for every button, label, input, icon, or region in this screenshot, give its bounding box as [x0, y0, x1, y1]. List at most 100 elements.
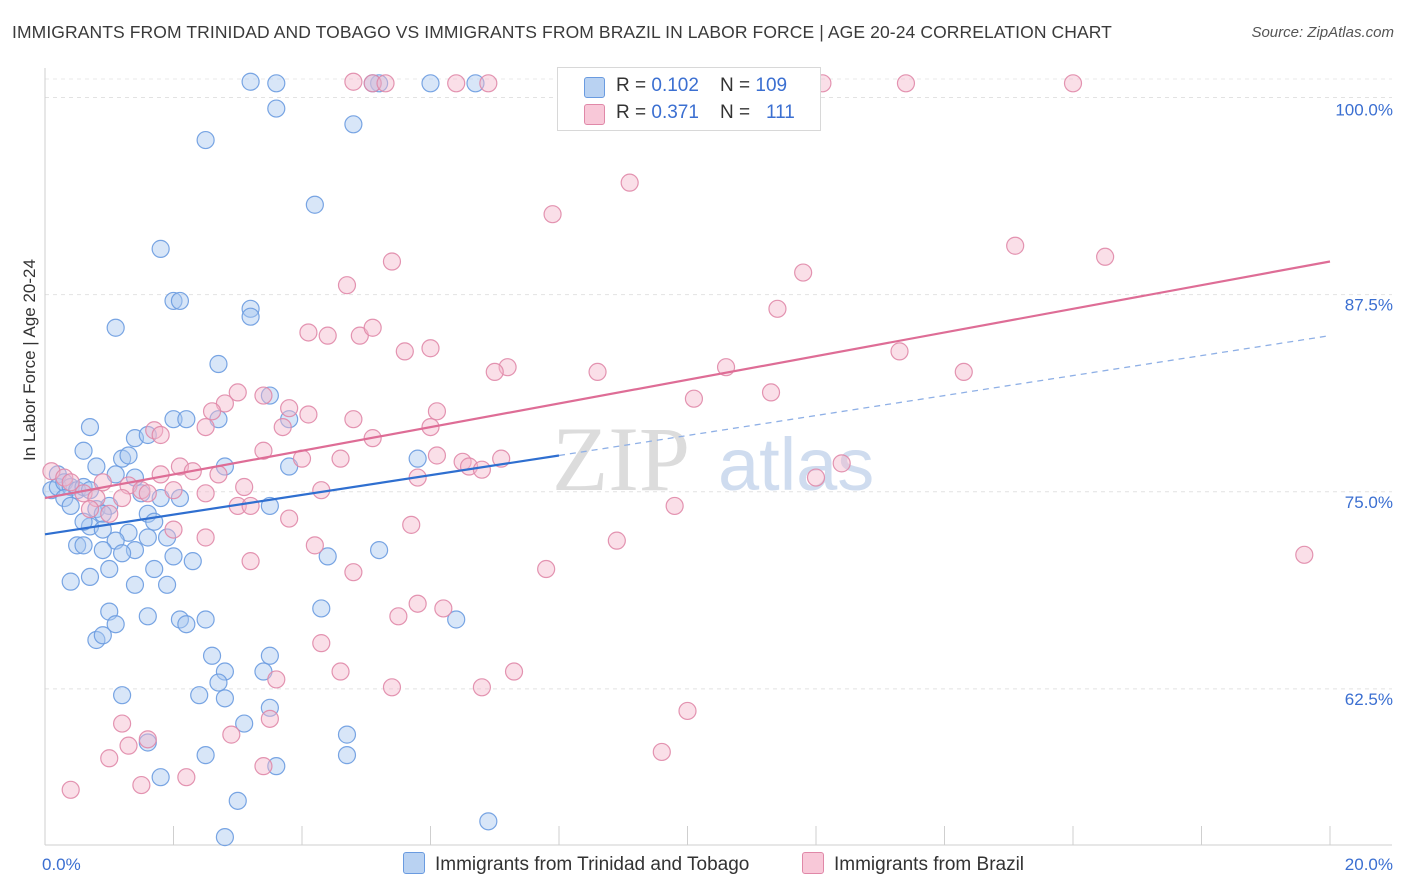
point-trinidad: [260, 646, 279, 665]
point-brazil: [344, 563, 363, 582]
point-trinidad: [215, 828, 234, 847]
point-brazil: [537, 559, 556, 579]
point-brazil: [427, 446, 447, 465]
point-brazil: [273, 417, 292, 437]
point-brazil: [299, 323, 318, 342]
point-trinidad: [61, 496, 80, 516]
point-brazil: [177, 768, 196, 787]
point-brazil: [119, 736, 138, 755]
point-brazil: [408, 594, 427, 613]
point-brazil: [363, 318, 382, 337]
watermark-zip: ZIP: [552, 408, 690, 510]
point-brazil: [112, 488, 132, 508]
point-brazil: [652, 742, 671, 762]
point-brazil: [132, 775, 151, 795]
point-brazil: [61, 473, 80, 492]
point-trinidad: [267, 757, 286, 776]
bottom-legend-brazil: Immigrants from Brazil: [802, 852, 1024, 876]
point-brazil: [447, 74, 466, 93]
point-trinidad: [164, 410, 183, 429]
point-brazil: [588, 362, 607, 381]
point-brazil: [665, 496, 684, 516]
point-trinidad: [80, 417, 100, 437]
bottom-legend-label-trinidad: Immigrants from Trinidad and Tobago: [435, 854, 750, 875]
point-brazil: [376, 74, 395, 93]
point-brazil: [254, 386, 273, 405]
point-brazil: [61, 780, 80, 799]
point-brazil: [312, 634, 331, 653]
point-brazil: [363, 74, 382, 93]
point-trinidad: [87, 457, 106, 476]
point-brazil: [235, 477, 254, 497]
legend-r-label: R =: [616, 75, 652, 96]
point-brazil: [382, 678, 402, 697]
point-brazil: [479, 74, 498, 93]
point-brazil: [761, 383, 781, 402]
point-brazil: [138, 730, 157, 749]
point-brazil: [678, 701, 697, 721]
point-trinidad: [177, 615, 196, 634]
legend-row-brazil: R = 0.371 N = 111: [616, 102, 795, 124]
point-trinidad: [241, 299, 260, 318]
legend-swatch-trinidad: [584, 77, 605, 98]
point-trinidad: [80, 567, 100, 587]
y-axis-label: In Labor Force | Age 20-24: [20, 259, 39, 461]
point-brazil: [202, 402, 222, 421]
point-brazil: [280, 399, 299, 418]
point-brazil: [832, 454, 851, 473]
point-brazil: [241, 552, 260, 571]
legend-r-label: R =: [616, 102, 652, 123]
point-trinidad: [170, 291, 190, 311]
point-trinidad: [112, 544, 132, 563]
point-brazil: [344, 410, 363, 429]
point-brazil: [954, 362, 973, 381]
bottom-legend-trinidad: Immigrants from Trinidad and Tobago: [403, 852, 749, 876]
legend-n-value: 109: [755, 75, 788, 96]
point-brazil: [331, 449, 350, 468]
point-trinidad: [241, 307, 260, 326]
point-brazil: [1295, 545, 1314, 564]
point-brazil: [299, 405, 318, 424]
legend-swatch-brazil: [584, 104, 605, 125]
point-brazil: [209, 465, 228, 484]
point-brazil: [395, 342, 414, 361]
tick-labels: 100.0% 87.5% 75.0% 62.5% 0.0% 20.0%: [42, 101, 1393, 874]
point-brazil: [260, 709, 279, 728]
bottom-legend-swatch-brazil: [802, 852, 824, 874]
point-trinidad: [61, 572, 80, 591]
point-trinidad: [151, 768, 170, 787]
trend-line-trinidad-extension: [558, 334, 1331, 457]
point-trinidad: [100, 559, 119, 579]
point-trinidad: [190, 686, 209, 705]
point-trinidad: [145, 559, 164, 579]
point-trinidad: [337, 746, 357, 765]
point-trinidad: [318, 547, 337, 566]
point-trinidad: [215, 662, 234, 681]
legend-n-label: N =: [720, 75, 756, 96]
point-trinidad: [177, 410, 196, 429]
point-trinidad: [370, 74, 389, 93]
point-brazil: [331, 662, 350, 681]
point-trinidad: [235, 714, 254, 733]
point-brazil: [434, 599, 453, 618]
point-brazil: [620, 173, 639, 192]
point-brazil: [607, 531, 626, 550]
point-trinidad: [241, 72, 260, 91]
point-trinidad: [106, 318, 125, 337]
point-brazil: [267, 670, 286, 689]
legend-r-value: 0.102: [651, 75, 699, 96]
correlation-legend: R = 0.102 N = 109 R = 0.371 N = 111: [557, 67, 821, 131]
point-trinidad: [112, 686, 132, 705]
point-brazil: [112, 714, 132, 733]
point-brazil: [254, 757, 273, 776]
point-trinidad: [157, 575, 177, 594]
x-tick-label: 20.0%: [1345, 855, 1393, 874]
point-brazil: [196, 484, 215, 503]
point-brazil: [472, 460, 491, 479]
point-brazil: [151, 465, 170, 484]
axes: [44, 68, 1392, 846]
point-trinidad: [267, 99, 286, 118]
point-brazil: [402, 515, 421, 534]
point-trinidad: [370, 541, 389, 560]
